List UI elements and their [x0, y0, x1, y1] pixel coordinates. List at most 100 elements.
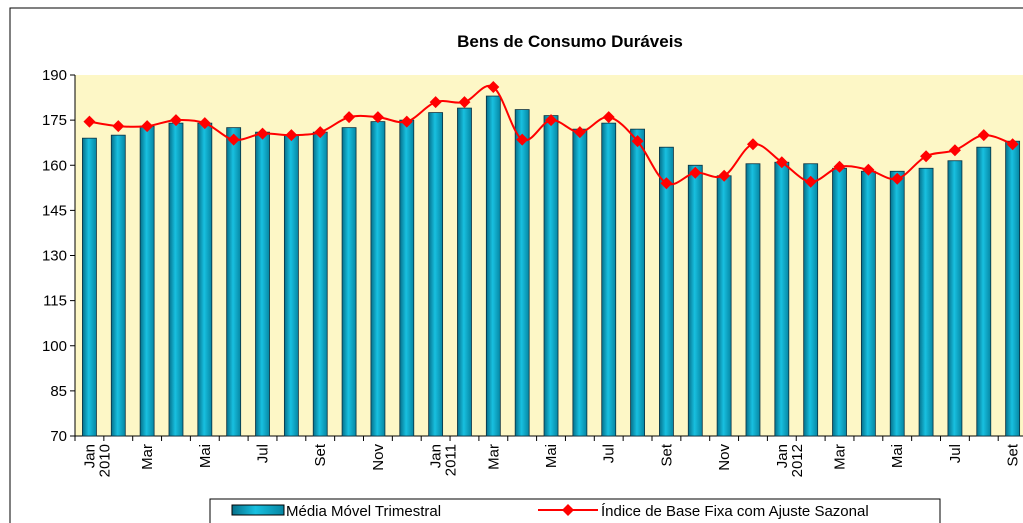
bar — [659, 146, 674, 437]
bar — [399, 119, 415, 437]
x-tick-label: Jan — [774, 444, 791, 468]
line-marker — [285, 129, 298, 142]
line-marker — [141, 120, 154, 133]
bar — [889, 170, 905, 437]
bar — [630, 128, 645, 437]
line-marker — [545, 114, 558, 127]
x-tick-label: Jan — [428, 444, 445, 468]
line-marker — [660, 177, 673, 190]
chart-title: Bens de Consumo Duráveis — [457, 32, 683, 51]
line-marker — [689, 166, 702, 179]
line-marker — [487, 81, 500, 94]
bar — [572, 128, 588, 437]
legend-marker — [562, 504, 574, 516]
bar — [860, 170, 876, 437]
x-year-label: 2011 — [443, 444, 460, 476]
line-marker — [602, 111, 615, 124]
line-marker — [718, 169, 731, 182]
x-tick-label: Mar — [832, 444, 849, 470]
line-marker — [833, 160, 846, 173]
line-marker — [573, 126, 586, 139]
bar — [197, 122, 213, 437]
line-marker — [198, 117, 211, 130]
x-tick-label: Jan — [81, 444, 98, 468]
x-tick-label: Jul — [947, 444, 964, 463]
line-marker — [400, 115, 413, 128]
bar — [110, 134, 126, 437]
bar — [82, 137, 97, 437]
bar — [312, 131, 328, 437]
x-tick-label: Nov — [370, 444, 387, 471]
y-tick-label: 190 — [42, 67, 67, 84]
y-tick-label: 115 — [43, 293, 67, 310]
y-tick-label: 70 — [50, 428, 67, 445]
x-tick-label: Nov — [716, 444, 733, 471]
line-marker — [371, 111, 384, 124]
line-marker — [920, 150, 933, 163]
bar — [803, 163, 819, 437]
legend-swatch — [231, 504, 285, 516]
bar — [139, 125, 155, 437]
line-marker — [746, 138, 759, 151]
bar — [226, 127, 242, 437]
bar — [341, 127, 357, 437]
x-tick-label: Set — [1005, 443, 1022, 466]
line-marker — [429, 96, 442, 109]
x-tick-label: Set — [658, 443, 675, 466]
line-marker — [948, 144, 961, 157]
bar — [485, 95, 501, 437]
bar — [745, 163, 761, 437]
x-tick-label: Set — [312, 443, 329, 466]
y-tick-label: 100 — [42, 338, 67, 355]
bar — [1005, 140, 1021, 437]
line-marker — [314, 126, 327, 139]
x-tick-label: Mai — [889, 444, 906, 468]
bar — [947, 160, 963, 437]
line-marker — [862, 163, 875, 176]
line-marker — [804, 175, 817, 188]
line-marker — [977, 129, 990, 142]
legend-label: Índice de Base Fixa com Ajuste Sazonal — [601, 503, 869, 520]
line-marker — [256, 127, 269, 140]
line-marker — [112, 120, 125, 133]
line-marker — [169, 114, 182, 127]
y-tick-label: 85 — [50, 383, 67, 400]
x-year-label: 2010 — [96, 444, 113, 477]
bar — [255, 131, 270, 437]
bar — [370, 121, 386, 437]
line-marker — [1006, 138, 1019, 151]
x-year-label: 2012 — [789, 444, 806, 477]
y-tick-label: 160 — [42, 157, 67, 174]
x-tick-label: Jul — [601, 444, 618, 463]
line-marker — [227, 133, 240, 146]
line-marker — [83, 115, 96, 128]
x-tick-label: Mar — [139, 444, 156, 470]
x-tick-label: Jul — [255, 444, 272, 463]
bar — [283, 134, 299, 437]
bar — [976, 146, 992, 437]
bar — [543, 115, 559, 437]
bar — [457, 107, 472, 437]
legend-label: Média Móvel Trimestral — [286, 503, 441, 520]
line-marker — [458, 96, 471, 109]
bar — [514, 109, 530, 437]
x-tick-label: Mai — [197, 444, 214, 468]
bar — [774, 161, 790, 437]
bar — [918, 167, 934, 437]
bar — [428, 112, 444, 437]
bar — [168, 122, 184, 437]
bar — [601, 122, 617, 437]
line-marker — [891, 172, 904, 185]
y-tick-label: 145 — [42, 202, 67, 219]
line-marker — [343, 111, 356, 124]
bar — [832, 167, 847, 437]
line-marker — [775, 156, 788, 169]
bar — [687, 164, 703, 437]
line-marker — [631, 135, 644, 148]
bar — [716, 175, 732, 437]
x-tick-label: Mar — [485, 444, 502, 470]
x-tick-label: Mai — [543, 444, 560, 468]
y-tick-label: 175 — [42, 112, 67, 129]
line-marker — [516, 133, 529, 146]
